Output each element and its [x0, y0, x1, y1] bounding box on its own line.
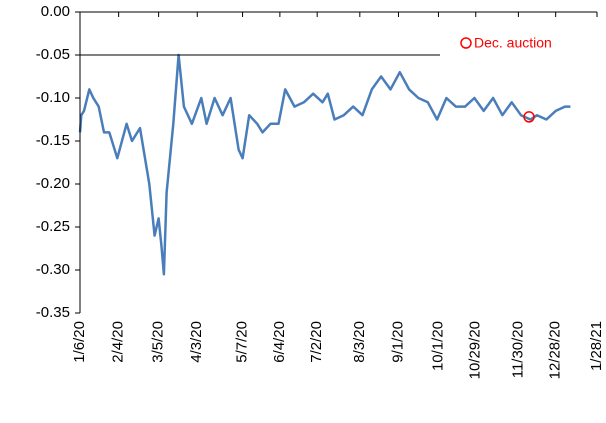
auction-marker: [523, 111, 535, 123]
y-tick-label: -0.15: [36, 132, 70, 149]
legend-label: Dec. auction: [474, 35, 552, 51]
x-tick-label: 2/4/20: [110, 321, 127, 363]
y-tick-label: 0.00: [41, 3, 70, 20]
y-tick-label: -0.05: [36, 46, 70, 63]
x-tick-label: 1/28/21: [588, 321, 605, 371]
x-tick-label: 10/1/20: [429, 321, 446, 371]
legend-marker: [460, 37, 472, 49]
y-tick-label: -0.30: [36, 261, 70, 278]
y-tick-label: -0.35: [36, 304, 70, 321]
x-tick-label: 5/7/20: [234, 321, 251, 363]
x-tick-label: 1/6/20: [71, 321, 88, 363]
x-tick-label: 10/29/20: [467, 321, 484, 379]
x-tick-label: 12/28/20: [547, 321, 564, 379]
x-tick-label: 6/4/20: [271, 321, 288, 363]
x-tick-label: 9/1/20: [389, 321, 406, 363]
x-tick-label: 3/5/20: [150, 321, 167, 363]
x-tick-label: 4/3/20: [188, 321, 205, 363]
x-tick-label: 7/2/20: [308, 321, 325, 363]
x-tick-label: 11/30/20: [509, 321, 526, 378]
y-tick-label: -0.20: [36, 175, 70, 192]
y-tick-label: -0.10: [36, 89, 70, 106]
x-tick-label: 8/3/20: [351, 321, 368, 363]
y-tick-label: -0.25: [36, 218, 70, 235]
data-line: [78, 53, 571, 276]
